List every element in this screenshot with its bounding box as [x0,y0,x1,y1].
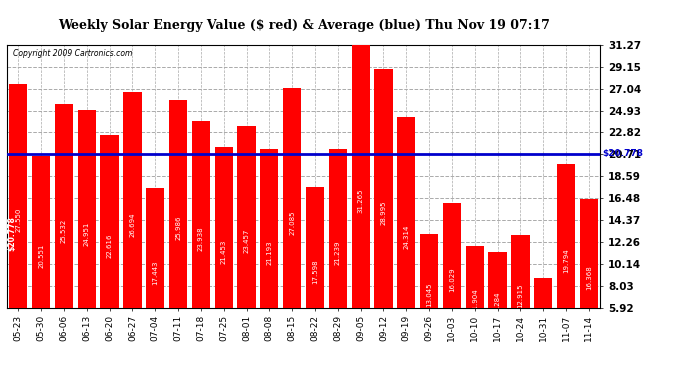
Text: Copyright 2009 Cartronics.com: Copyright 2009 Cartronics.com [13,49,132,58]
Text: 17.443: 17.443 [152,260,158,285]
Bar [420,234,438,369]
Bar [32,156,50,369]
Bar [237,126,256,369]
Text: 17.598: 17.598 [312,259,318,284]
Text: 11.284: 11.284 [495,292,501,316]
Text: $20.778: $20.778 [602,149,644,158]
Bar [489,252,506,369]
Text: 13.045: 13.045 [426,283,432,308]
Bar [146,188,164,369]
Bar [351,45,370,369]
Text: 28.995: 28.995 [380,200,386,225]
Bar [534,278,553,369]
Text: 19.794: 19.794 [563,248,569,273]
Bar [397,117,415,369]
Text: 25.532: 25.532 [61,218,67,243]
Bar [375,69,393,369]
Bar [260,149,279,369]
Text: 20.551: 20.551 [38,244,44,268]
Text: 21.239: 21.239 [335,240,341,265]
Text: 22.616: 22.616 [106,233,112,258]
Text: $20.778: $20.778 [7,216,16,251]
Text: 11.904: 11.904 [472,289,477,314]
Bar [283,88,302,369]
Text: 27.550: 27.550 [15,208,21,232]
Bar [328,149,347,369]
Bar [55,104,73,369]
Bar [466,246,484,369]
Text: 27.085: 27.085 [289,210,295,235]
Text: 26.694: 26.694 [130,212,135,237]
Text: 16.368: 16.368 [586,266,592,290]
Text: 12.915: 12.915 [518,284,524,308]
Bar [215,147,233,369]
Bar [78,110,96,369]
Text: 25.986: 25.986 [175,216,181,240]
Bar [169,100,187,369]
Text: 31.265: 31.265 [357,189,364,213]
Text: 8.737: 8.737 [540,307,546,327]
Bar [124,92,141,369]
Text: 24.314: 24.314 [403,225,409,249]
Text: Weekly Solar Energy Value ($ red) & Average (blue) Thu Nov 19 07:17: Weekly Solar Energy Value ($ red) & Aver… [58,19,549,32]
Bar [192,121,210,369]
Bar [9,84,28,369]
Bar [306,187,324,369]
Bar [443,203,461,369]
Bar [511,235,529,369]
Text: 23.457: 23.457 [244,229,250,254]
Text: 21.193: 21.193 [266,241,273,265]
Text: 16.029: 16.029 [449,267,455,292]
Bar [557,164,575,369]
Bar [580,199,598,369]
Text: 24.951: 24.951 [83,221,90,246]
Bar [101,135,119,369]
Text: 23.938: 23.938 [198,226,204,251]
Text: 21.453: 21.453 [221,239,227,264]
